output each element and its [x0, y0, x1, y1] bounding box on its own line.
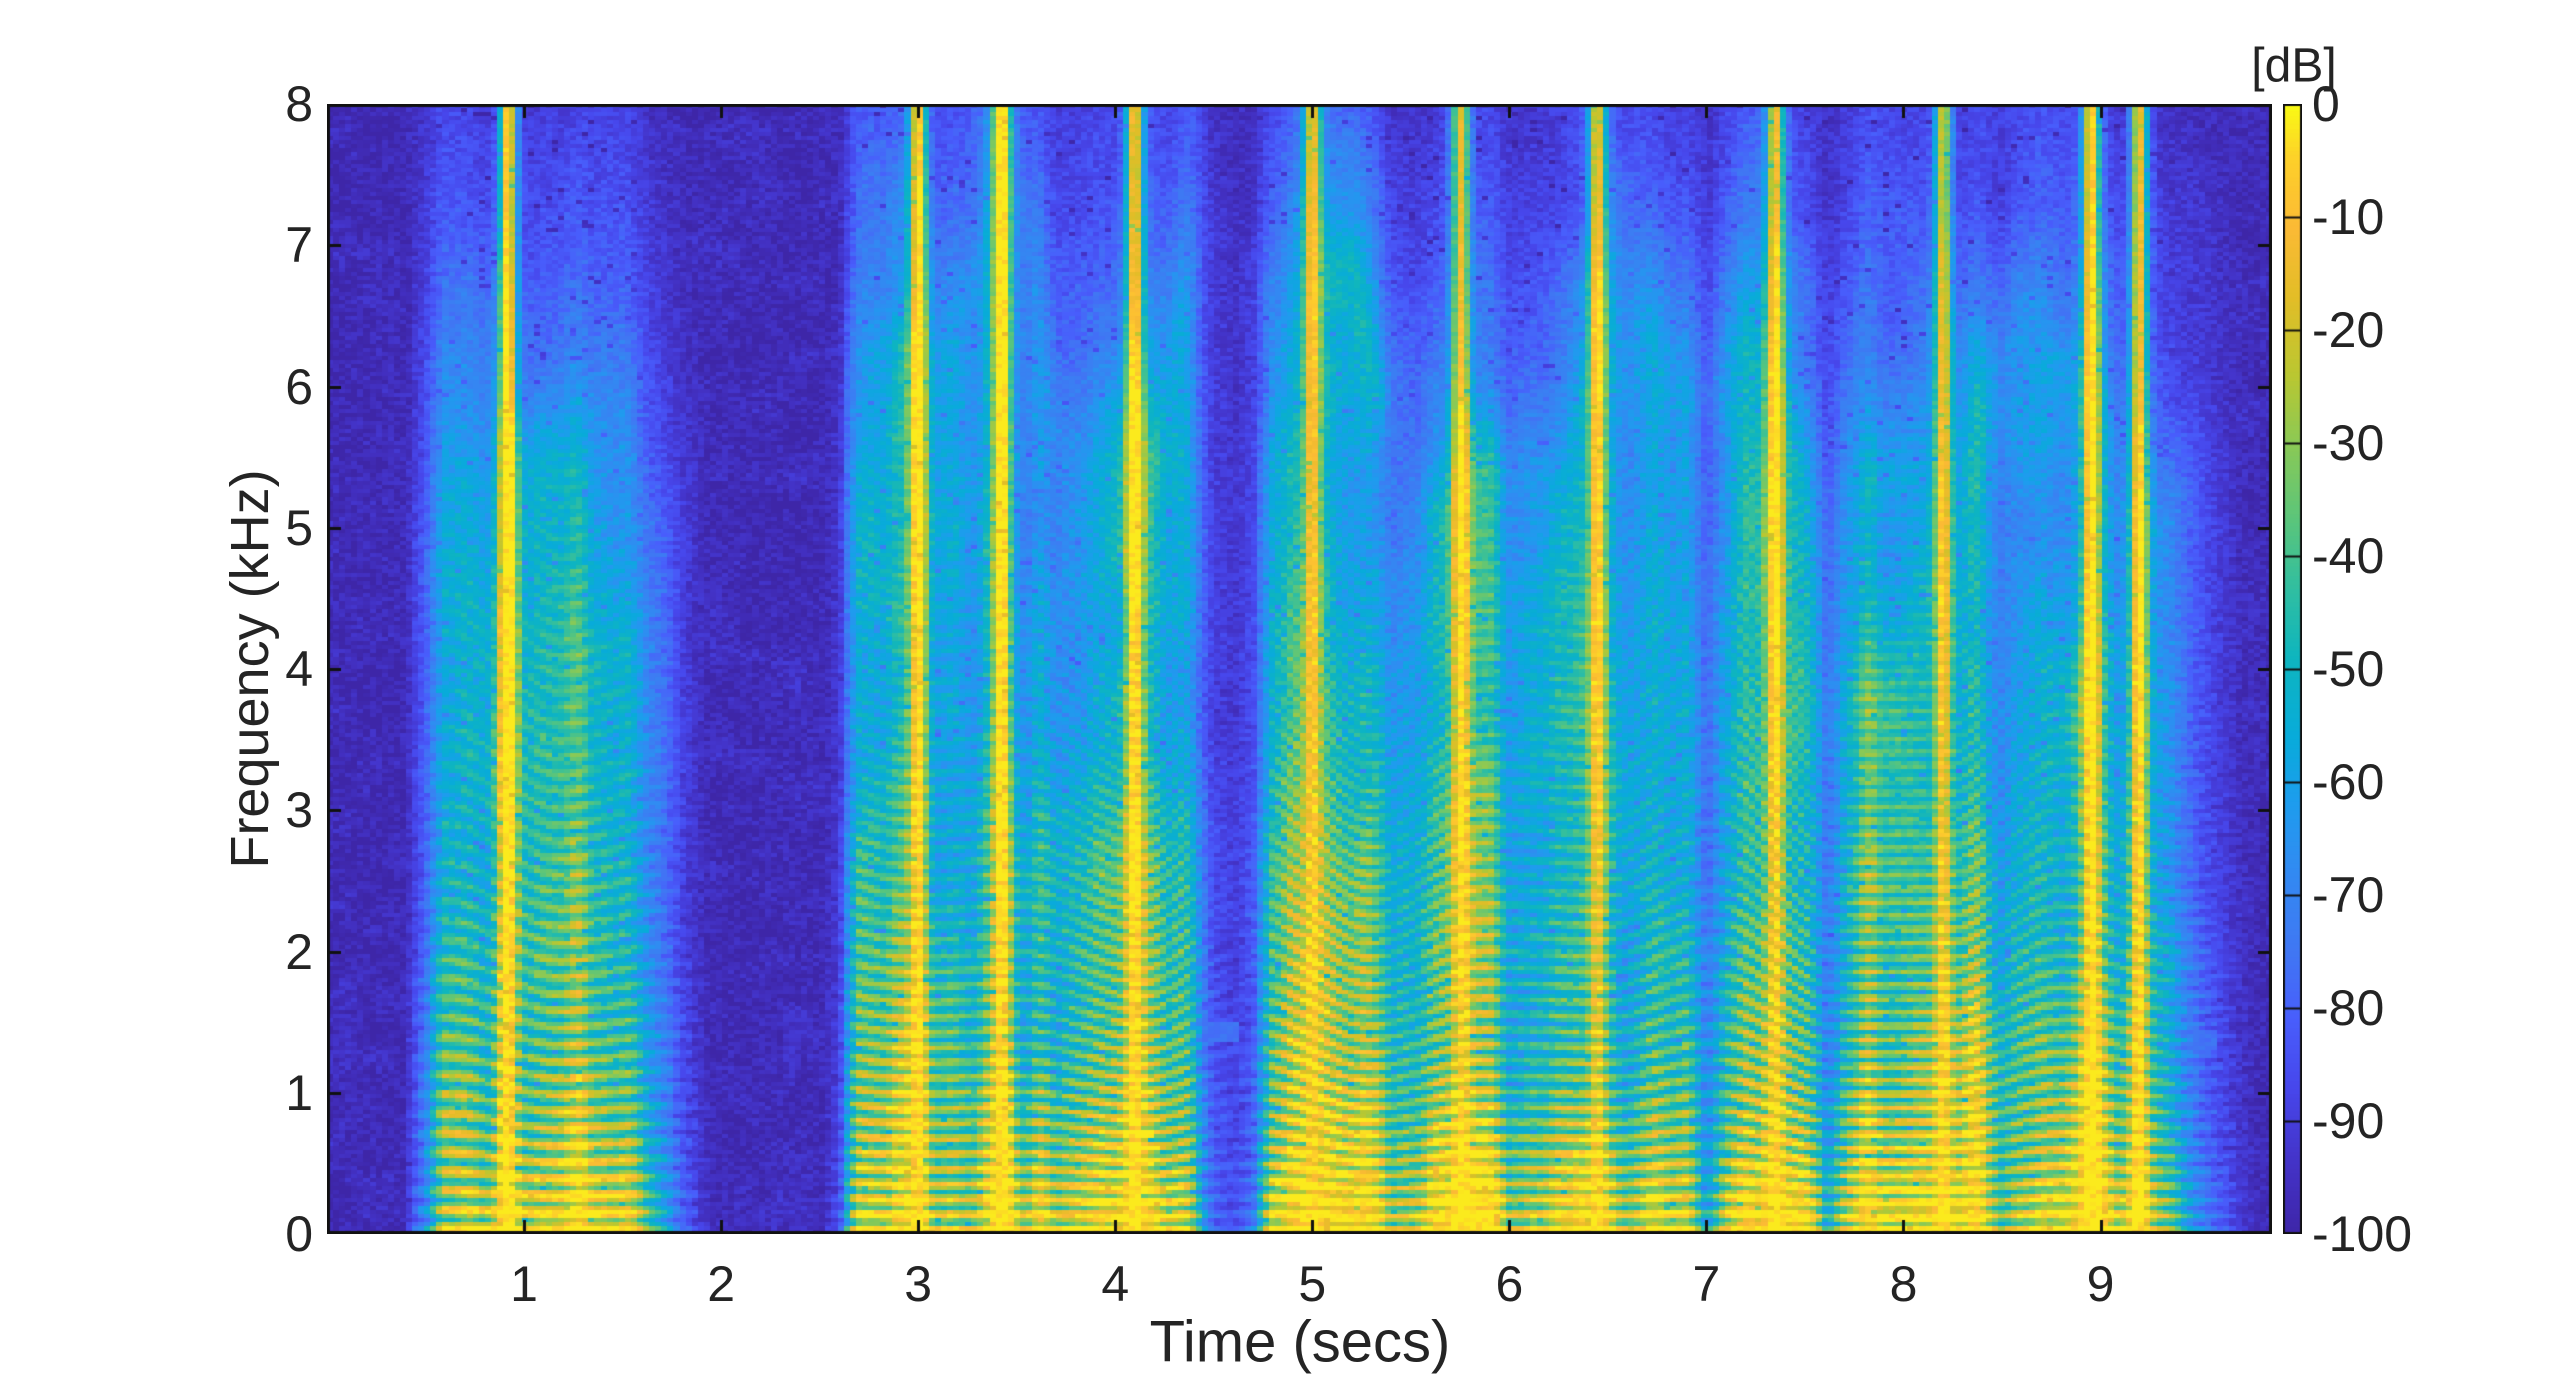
colorbar-tick-label: -30 — [2312, 415, 2385, 471]
x-tick-label: 9 — [2086, 1256, 2115, 1312]
colorbar-tick-label: -80 — [2312, 980, 2385, 1036]
colorbar-tick-label: -90 — [2312, 1093, 2385, 1149]
colorbar-tick-label: -60 — [2312, 754, 2385, 810]
x-axis-label: Time (secs) — [1149, 1309, 1451, 1375]
x-tick-label: 1 — [510, 1256, 538, 1312]
colorbar-tick-label: -100 — [2312, 1206, 2413, 1262]
spectrogram-plot-area — [327, 104, 2272, 1234]
x-tick-label: 3 — [904, 1256, 933, 1312]
y-tick-label: 8 — [285, 76, 313, 132]
x-tick-label: 7 — [1692, 1256, 1721, 1312]
x-tick-label: 8 — [1889, 1256, 1918, 1312]
x-tick-label: 5 — [1298, 1256, 1327, 1312]
colorbar-tick-label: -20 — [2312, 302, 2385, 358]
colorbar — [2283, 104, 2302, 1234]
colorbar-tick-label: 0 — [2312, 76, 2340, 132]
x-tick-label: 4 — [1101, 1256, 1130, 1312]
x-tick-label: 6 — [1495, 1256, 1524, 1312]
colorbar-tick-label: -40 — [2312, 528, 2385, 584]
y-tick-label: 4 — [285, 641, 313, 697]
colorbar-tick-label: -70 — [2312, 867, 2385, 923]
y-tick-label: 2 — [285, 923, 313, 980]
x-tick-label: 2 — [707, 1256, 736, 1312]
colorbar-tick-label: -50 — [2312, 641, 2385, 697]
y-tick-label: 5 — [285, 499, 313, 556]
y-tick-label: 7 — [285, 217, 313, 274]
y-tick-label: 0 — [285, 1206, 313, 1262]
y-tick-label: 6 — [285, 358, 313, 415]
colorbar-tick-label: -10 — [2312, 189, 2385, 245]
y-tick-label: 1 — [285, 1064, 313, 1121]
colorbar-units-label: [dB] — [2251, 39, 2337, 93]
y-tick-label: 3 — [285, 782, 313, 839]
